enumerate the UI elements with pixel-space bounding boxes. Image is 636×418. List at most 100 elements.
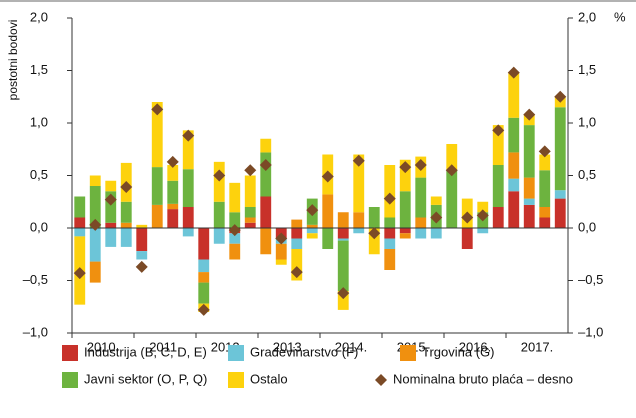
y-tick-label: 2,0 [30, 9, 48, 24]
diamond-marker [244, 164, 257, 177]
diamond-marker [476, 209, 489, 222]
legend-swatch [62, 372, 78, 388]
bar-segment [430, 228, 442, 239]
bar-segment [508, 72, 520, 118]
bar-segment [508, 152, 520, 179]
bar-segment [337, 240, 349, 291]
bar-segment [244, 222, 256, 228]
bar-segment [151, 204, 163, 228]
bar-segment [554, 190, 566, 199]
bar-segment [260, 228, 272, 255]
diamond-marker [259, 159, 272, 171]
bar-segment [523, 177, 535, 199]
bar-segment [508, 117, 520, 153]
bar-segment [260, 196, 272, 228]
x-tick-label: 2013. [273, 339, 306, 354]
bar-segment [151, 102, 163, 168]
diamond-marker [228, 224, 241, 237]
legend-label: Ostalo [250, 371, 288, 386]
bar-segment [322, 228, 334, 249]
bar-segment [353, 228, 365, 234]
bar-segment [399, 191, 411, 228]
x-tick-label: 2016. [459, 339, 492, 354]
bar-segment [291, 238, 303, 249]
bar-segment [198, 282, 210, 304]
diamond-marker [182, 129, 195, 142]
bar-segment [136, 228, 148, 252]
legend-marker [375, 374, 387, 386]
legend-swatch [228, 372, 244, 388]
bar-segment [198, 228, 210, 260]
bar-segment [446, 170, 458, 228]
bar-segment [415, 177, 427, 218]
bar-segment [136, 251, 148, 260]
y2-tick-label: 2,0 [578, 9, 596, 24]
bar-segment [74, 196, 86, 218]
bar-segment [492, 207, 504, 228]
legend-label: Trgovina (G) [422, 344, 494, 359]
bar-segment [198, 272, 210, 283]
bar-segment [213, 161, 225, 202]
diamond-marker [73, 267, 86, 280]
bar-segment [430, 196, 442, 205]
bar-segment [539, 154, 551, 171]
bar-segment [368, 207, 380, 228]
bar-segment [384, 228, 396, 239]
bar-segment [539, 170, 551, 207]
bar-segment [399, 159, 411, 192]
y2-tick-label: –1,0 [578, 324, 603, 339]
y2-axis-label: % [614, 9, 626, 24]
y-tick-label: –1,0 [23, 324, 48, 339]
bar-segment [213, 228, 225, 244]
bar-segment [508, 191, 520, 228]
y-tick-label: 0,0 [30, 219, 48, 234]
bar-segment [260, 152, 272, 197]
diamond-marker [306, 204, 319, 217]
y2-tick-label: 0,0 [578, 219, 596, 234]
bar-segment [229, 182, 241, 213]
bar-segment [508, 178, 520, 192]
bar-segment [89, 261, 101, 283]
bar-segment [167, 203, 179, 210]
bar-segment [213, 201, 225, 228]
legend-label: Industrija (B, C, D, E) [84, 344, 207, 359]
bar-segment [337, 212, 349, 228]
bar-segment [167, 209, 179, 228]
bar-segment [229, 233, 241, 244]
bar-segment [229, 243, 241, 260]
legend-label: Nominalna bruto plaća – desno [393, 371, 573, 386]
y-tick-label: 0,5 [30, 167, 48, 182]
bar-segment [275, 259, 287, 265]
bar-segment [415, 228, 427, 239]
bar-segment [337, 291, 349, 310]
diamond-marker [290, 266, 303, 279]
bar-segment [477, 201, 489, 213]
x-tick-label: 2014. [335, 339, 368, 354]
bar-segment [291, 249, 303, 281]
bar-segment [291, 228, 303, 239]
bar-segment [89, 228, 101, 262]
bar-segment [539, 217, 551, 228]
diamond-marker [414, 159, 427, 171]
diamond-marker [166, 155, 179, 168]
bar-segment [322, 194, 334, 228]
x-tick-label: 2011. [149, 339, 181, 354]
bar-segment [105, 180, 117, 192]
bar-segment [523, 204, 535, 228]
bar-segment [306, 224, 318, 228]
diamond-marker [337, 287, 350, 300]
bar-segment [74, 217, 86, 228]
bar-segment [523, 125, 535, 178]
bar-segment [539, 207, 551, 218]
bar-segment [384, 238, 396, 249]
bar-segment [415, 217, 427, 228]
bar-segment [136, 224, 148, 228]
bar-segment [244, 217, 256, 223]
bar-segment [384, 217, 396, 228]
bar-segment [461, 228, 473, 249]
bar-segment [275, 243, 287, 260]
bar-segment [182, 228, 194, 237]
y-tick-label: –0,5 [23, 272, 48, 287]
bar-segment [229, 212, 241, 228]
